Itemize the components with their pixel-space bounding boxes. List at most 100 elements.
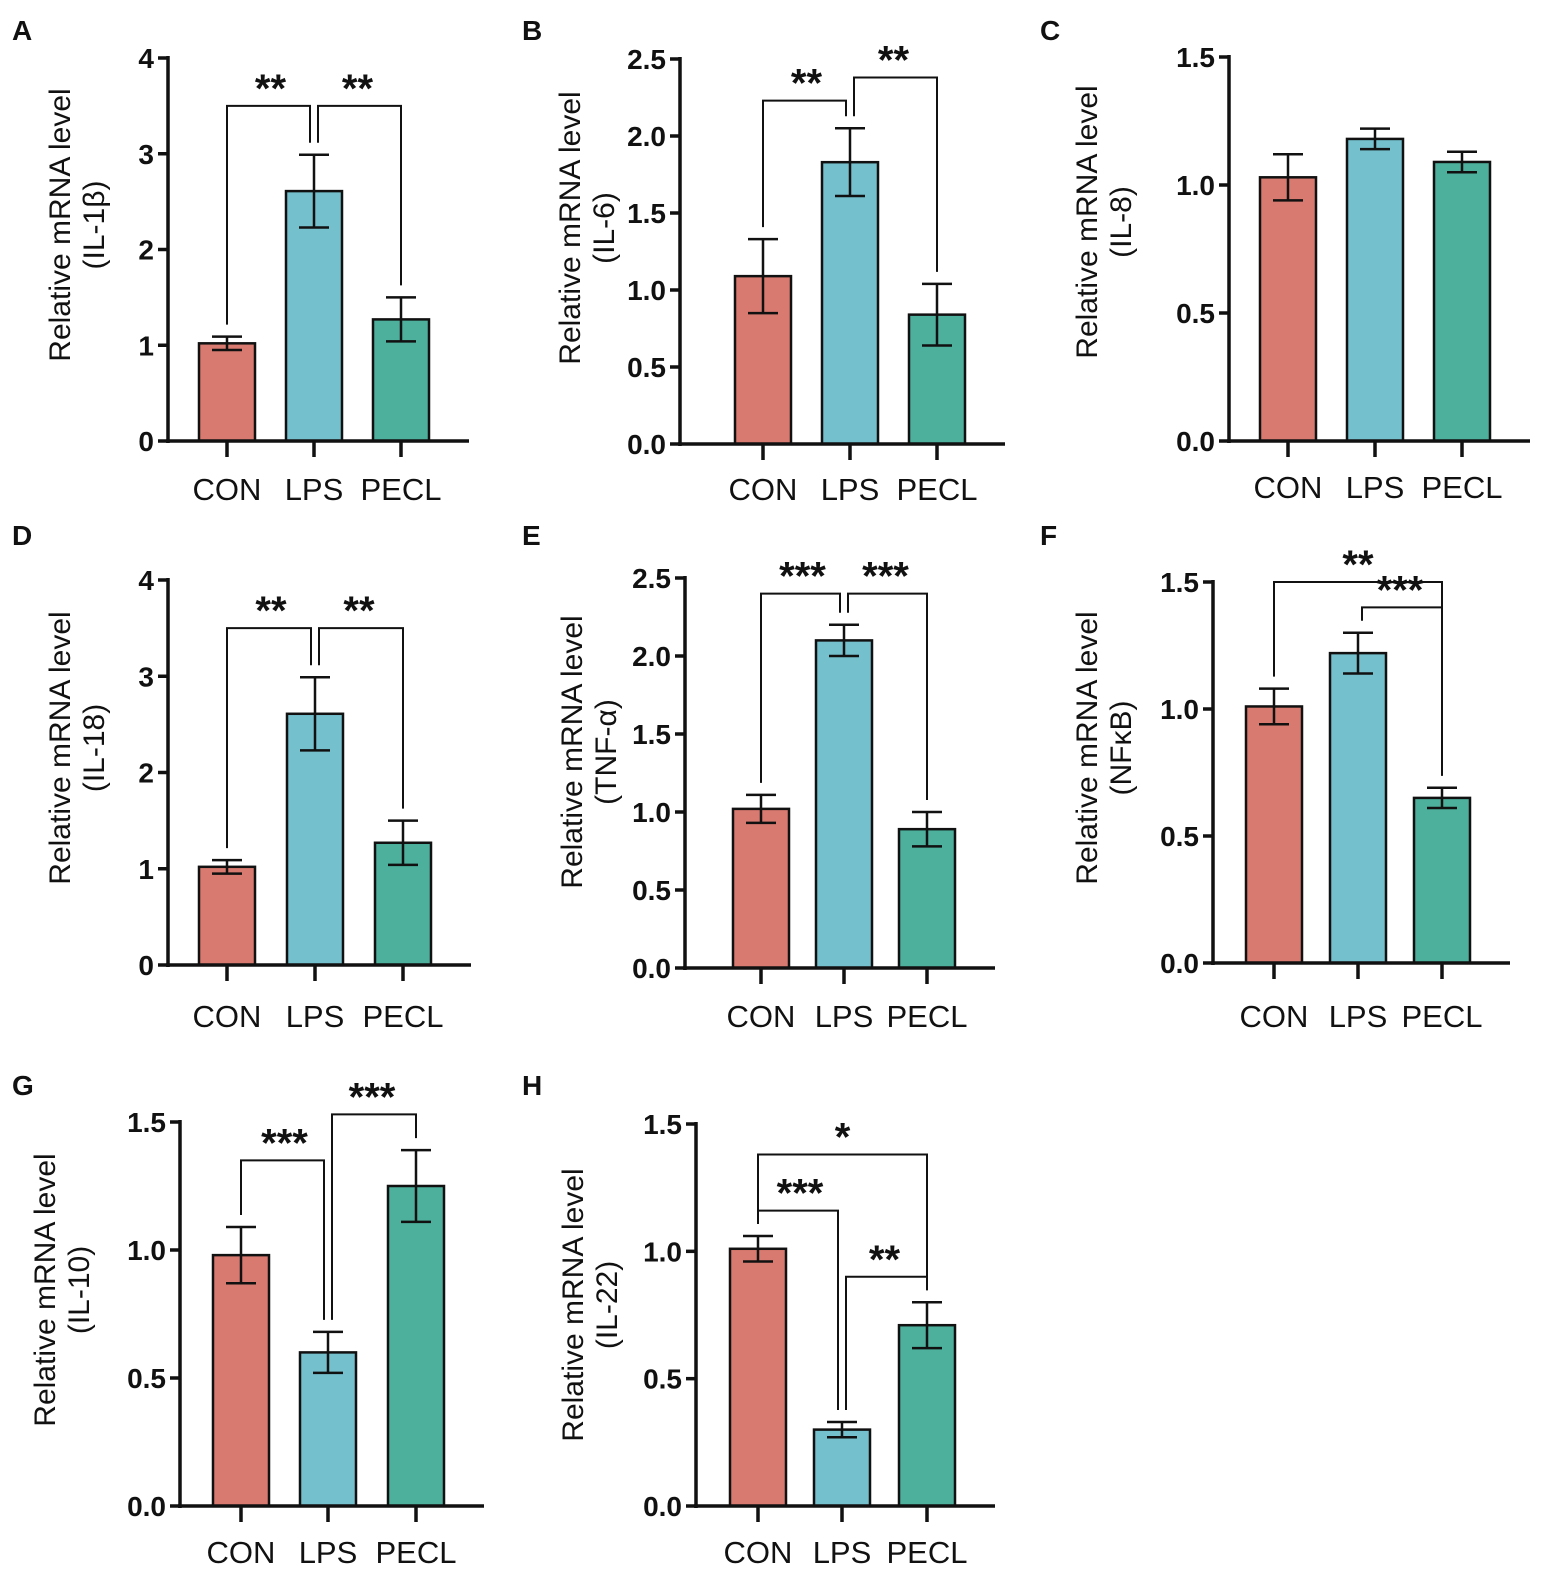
y-axis-label-line1: Relative mRNA level — [556, 615, 589, 888]
panel-letter: D — [12, 520, 32, 551]
significance-bracket: ** — [226, 67, 311, 325]
bar-lps — [1345, 137, 1405, 443]
bar-con — [197, 865, 257, 967]
significance-label: ** — [869, 1238, 901, 1282]
y-axis-label-line2: (IL-1β) — [78, 181, 111, 270]
y-axis-label: Relative mRNA level(IL-10) — [29, 1153, 96, 1426]
y-tick-label: 0.5 — [1160, 821, 1199, 852]
y-tick-label: 1.5 — [643, 1109, 682, 1140]
x-tick-label-pecl: PECL — [897, 472, 978, 507]
x-tick-label-con: CON — [724, 1535, 793, 1570]
y-axis-label-line2: (IL-6) — [588, 192, 621, 264]
x-tick-label-pecl: PECL — [1402, 999, 1483, 1034]
panel-c: C Relative mRNA level(IL-8) 0.0 0.5 1.0 1.5 CO… — [1040, 15, 1530, 505]
y-tick-label: 2.5 — [627, 44, 666, 75]
y-tick-label: 0.5 — [643, 1364, 682, 1395]
y-tick-label: 2.0 — [632, 641, 671, 672]
y-tick-label: 0.5 — [632, 875, 671, 906]
error-bar-con — [212, 858, 242, 875]
x-tick-label-con: CON — [193, 472, 262, 507]
y-axis-label-line1: Relative mRNA level — [44, 611, 77, 884]
error-bar-pecl — [912, 1301, 942, 1350]
significance-label: *** — [1377, 568, 1424, 612]
y-tick-label: 1.0 — [643, 1236, 682, 1267]
error-bar-lps — [313, 1330, 343, 1375]
bar-lps — [284, 189, 344, 443]
y-tick-label: 2.5 — [632, 563, 671, 594]
bar-lps — [1328, 651, 1388, 965]
y-axis-label: Relative mRNA level(IL-18) — [44, 611, 111, 884]
y-tick-label: 1 — [138, 854, 154, 885]
bar-con — [197, 342, 257, 443]
bar-pecl — [1412, 796, 1472, 965]
panel-g: G Relative mRNA level(IL-10) 0.0 0.5 1.0 1.5 C… — [12, 1070, 484, 1570]
error-bar-con — [743, 1234, 773, 1263]
panel-f: F Relative mRNA level(NFκB) 0.0 0.5 1.0 1.5 CO… — [1040, 520, 1510, 1034]
x-tick-label-pecl: PECL — [1422, 470, 1503, 505]
x-tick-label-pecl: PECL — [887, 1535, 968, 1570]
error-bar-lps — [835, 127, 865, 198]
x-tick-label-lps: LPS — [285, 472, 344, 507]
x-tick-label-lps: LPS — [815, 999, 874, 1034]
significance-label: *** — [777, 1172, 824, 1216]
significance-label: ** — [342, 67, 374, 111]
panel-letter: E — [522, 520, 541, 551]
significance-bracket: *** — [331, 1075, 417, 1320]
y-tick-label: 4 — [138, 565, 154, 596]
y-tick-label: 0 — [138, 950, 154, 981]
significance-bracket: *** — [1361, 568, 1443, 776]
error-bar-lps — [1360, 127, 1390, 151]
error-bar-con — [1259, 687, 1289, 726]
y-tick-label: 1.5 — [632, 719, 671, 750]
y-axis-label-line1: Relative mRNA level — [557, 1168, 590, 1441]
x-tick-label-con: CON — [727, 999, 796, 1034]
y-tick-label: 1.5 — [1160, 567, 1199, 598]
y-tick-label: 1.0 — [127, 1235, 166, 1266]
significance-bracket: ** — [845, 1238, 928, 1410]
bar-con — [731, 807, 791, 970]
y-tick-label: 4 — [138, 43, 154, 74]
y-axis-label-line2: (IL-18) — [78, 704, 111, 792]
error-bar-pecl — [388, 819, 418, 867]
x-tick-label-con: CON — [729, 472, 798, 507]
significance-label: ** — [255, 589, 287, 633]
bar-con — [728, 1247, 788, 1508]
error-bar-pecl — [386, 296, 416, 343]
x-tick-label-lps: LPS — [299, 1535, 358, 1570]
y-axis-label-line1: Relative mRNA level — [29, 1153, 62, 1426]
y-tick-label: 0.0 — [643, 1491, 682, 1522]
significance-label: *** — [349, 1075, 396, 1119]
bar-pecl — [386, 1184, 446, 1508]
significance-bracket: ** — [762, 62, 847, 228]
y-tick-label: 0.0 — [1160, 948, 1199, 979]
significance-label: ** — [878, 38, 910, 82]
panel-a: A Relative mRNA level(IL-1β) 0 1 2 3 4 CON LPS PE… — [12, 15, 469, 507]
significance-label: ** — [1342, 543, 1374, 587]
error-bar-pecl — [1427, 786, 1457, 810]
bar-pecl — [1432, 160, 1492, 443]
significance-label: ** — [343, 589, 375, 633]
y-axis-label: Relative mRNA level(IL-22) — [557, 1168, 624, 1441]
error-bar-con — [226, 1225, 256, 1285]
x-tick-label-lps: LPS — [813, 1535, 872, 1570]
y-tick-label: 1.5 — [127, 1107, 166, 1138]
y-tick-label: 0.5 — [1176, 298, 1215, 329]
bar-lps — [820, 160, 880, 446]
error-bar-lps — [827, 1420, 857, 1439]
y-tick-label: 1.5 — [627, 198, 666, 229]
error-bar-con — [748, 237, 778, 315]
significance-bracket: ** — [226, 589, 312, 849]
y-axis-label-line2: (IL-8) — [1105, 186, 1138, 258]
panel-b: B Relative mRNA level(IL-6) 0.0 0.5 1.0 1.5 2.… — [522, 15, 1005, 507]
significance-label: * — [835, 1116, 851, 1160]
significance-label: ** — [255, 67, 287, 111]
error-bar-lps — [300, 675, 330, 752]
y-tick-label: 1 — [138, 330, 154, 361]
y-axis-label: Relative mRNA level(IL-6) — [554, 91, 621, 364]
panel-letter: H — [522, 1070, 542, 1101]
y-tick-label: 1.0 — [1176, 170, 1215, 201]
y-axis-label: Relative mRNA level(IL-8) — [1071, 85, 1138, 358]
bar-lps — [285, 712, 345, 967]
y-axis-label: Relative mRNA level(NFκB) — [1071, 611, 1138, 884]
y-tick-label: 1.0 — [1160, 694, 1199, 725]
